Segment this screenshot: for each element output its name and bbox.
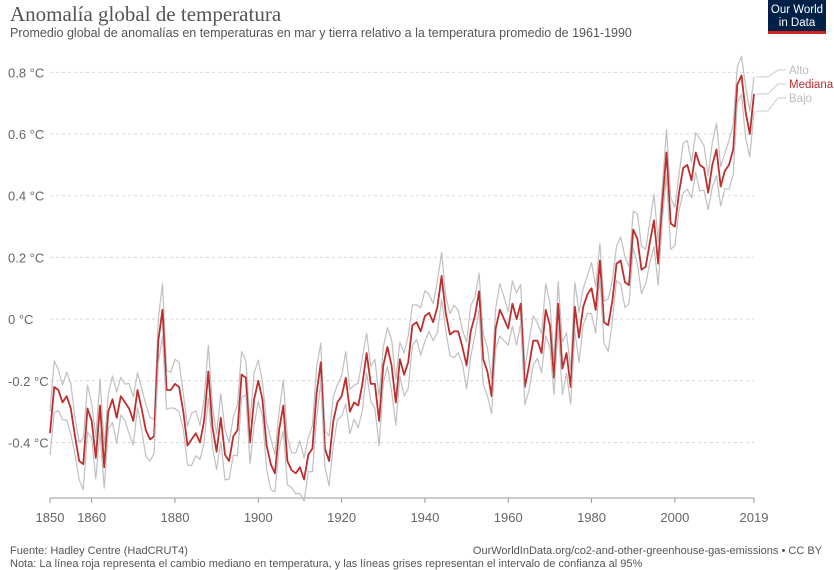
x-tick-label: 1940 [410,510,439,525]
legend-connector [756,69,786,78]
owid-logo[interactable]: Our World in Data [768,0,826,34]
x-tick-label: 2000 [660,510,689,525]
series-lines [49,55,755,502]
x-tick-label: 1860 [77,510,106,525]
x-tick-label: 1880 [161,510,190,525]
y-tick-label: 0.8 °C [8,65,44,80]
footer-source: Fuente: Hadley Centre (HadCRUT4) [10,545,188,557]
footer-url[interactable]: OurWorldInData.org/co2-and-other-greenho… [472,545,822,557]
x-tick-label: 1850 [36,510,65,525]
y-tick-label: 0.6 °C [8,127,44,142]
logo-line-2: in Data [778,17,816,29]
chart-title: Anomalía global de temperatura [10,2,282,26]
legend-label-lower: Bajo [789,93,812,105]
x-axis-ticks: 1850 1860 1880 1900 1920 1940 1960 1980 2000 2019 [36,497,769,525]
series-median-line [49,74,755,481]
x-tick-label: 1980 [577,510,606,525]
legend-label-upper: Alto [789,65,809,77]
y-tick-label: 0.4 °C [8,189,44,204]
series-upper-line [49,55,755,459]
legend-label-median: Mediana [789,79,834,91]
y-axis-ticks: -0.4 °C -0.2 °C 0 °C 0.2 °C 0.4 °C 0.6 °C 0.8 … [8,65,49,450]
footer-note: Nota: La línea roja representa el cambio… [10,558,643,570]
x-tick-label: 1900 [244,510,273,525]
y-tick-label: -0.2 °C [8,374,49,389]
x-tick-label: 1960 [494,510,523,525]
series-lower-line [49,93,755,502]
y-tick-label: -0.4 °C [8,435,49,450]
line-chart: -0.4 °C -0.2 °C 0 °C 0.2 °C 0.4 °C 0.6 °C 0.8 … [8,55,834,525]
x-tick-label: 2019 [740,510,769,525]
y-tick-label: 0.2 °C [8,250,44,265]
legend-connector [756,83,786,95]
x-tick-label: 1920 [327,510,356,525]
logo-line-1: Our World [770,4,824,16]
chart-subtitle: Promedio global de anomalías en temperat… [10,26,632,40]
legend-connector [756,97,786,112]
legend: Alto Mediana Bajo [756,65,834,112]
y-tick-label: 0 °C [8,312,33,327]
